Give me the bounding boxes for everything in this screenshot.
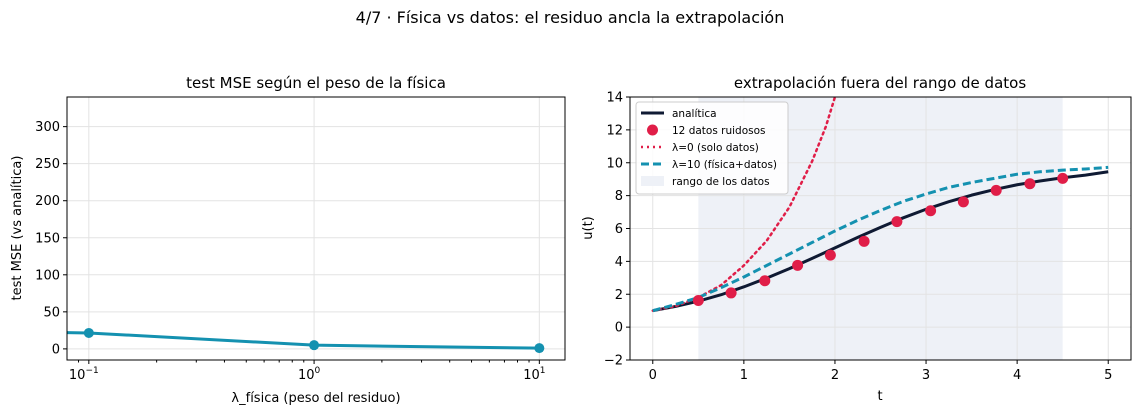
mse-point: [534, 343, 545, 354]
x-tick-label: 2: [831, 368, 839, 383]
data-point: [990, 184, 1002, 196]
data-point: [692, 294, 704, 306]
y-tick-label: 0: [615, 321, 623, 336]
data-point: [759, 275, 771, 287]
y-tick-label: 14: [606, 91, 623, 106]
y-tick-label: 300: [35, 120, 60, 135]
data-point: [1024, 178, 1036, 190]
chart-mse-ylabel: test MSE (vs analítica): [10, 156, 25, 301]
chart-mse-xlabel: λ_física (peso del residuo): [231, 391, 400, 406]
mse-point: [309, 340, 320, 351]
x-tick-label: 4: [1013, 368, 1021, 383]
x-tick-label: 5: [1104, 368, 1112, 383]
data-point: [792, 259, 804, 271]
legend: analítica 12 datos ruidosos λ=0 (solo dato…: [635, 101, 789, 195]
x-tick-exponent: 1: [540, 366, 546, 376]
legend-label: rango de los datos: [672, 176, 770, 188]
x-tick-label: 101: [523, 366, 545, 383]
y-tick-label: 8: [615, 189, 623, 204]
y-tick-label: 4: [615, 255, 623, 270]
chart-extrapolation-ylabel: u(t): [581, 216, 596, 239]
data-point: [1057, 172, 1069, 184]
x-tick-label: 3: [922, 368, 930, 383]
x-tick-label: 0: [649, 368, 657, 383]
y-tick-label: 12: [606, 123, 623, 138]
chart-mse-title: test MSE según el peso de la física: [186, 74, 446, 92]
y-tick-label: 0: [52, 342, 60, 357]
y-tick-label: 50: [43, 305, 60, 320]
y-tick-label: 6: [615, 222, 623, 237]
legend-swatch-band: [641, 176, 664, 186]
figure-suptitle: 4/7 · Física vs datos: el residuo ancla …: [356, 8, 785, 27]
data-point: [725, 287, 737, 299]
data-point: [957, 196, 969, 208]
data-point: [925, 205, 937, 217]
chart-mse-frame: [66, 96, 566, 361]
legend-swatch-point: [647, 124, 658, 136]
legend-items: analítica 12 datos ruidosos λ=0 (solo dato…: [641, 108, 777, 188]
mse-point: [83, 327, 94, 338]
x-tick-label: 1: [740, 368, 748, 383]
data-only-line: [651, 97, 837, 312]
legend-label: λ=10 (física+datos): [672, 159, 777, 171]
chart-mse-grid: [67, 97, 565, 360]
legend-label: λ=0 (solo datos): [672, 142, 759, 154]
data-point: [824, 249, 836, 261]
chart-extrapolation: extrapolación fuera del rango de datos −…: [581, 74, 1132, 404]
chart-extrapolation-title: extrapolación fuera del rango de datos: [734, 74, 1026, 92]
x-tick-exponent: −1: [85, 366, 98, 376]
x-tick-label: 10−1: [69, 366, 99, 383]
y-tick-label: 200: [35, 194, 60, 209]
chart-extrapolation-xlabel: t: [877, 389, 882, 404]
y-tick-label: 250: [35, 157, 60, 172]
y-tick-label: −2: [604, 354, 623, 369]
chart-mse-plot: [67, 327, 545, 354]
chart-mse: test MSE según el peso de la física 0 50 1…: [10, 74, 566, 406]
legend-box: [635, 101, 789, 195]
legend-label: analítica: [672, 108, 717, 120]
chart-extrapolation-plot: [651, 97, 1109, 313]
legend-label: 12 datos ruidosos: [672, 125, 766, 137]
mse-line: [67, 331, 540, 350]
data-point: [858, 235, 870, 247]
y-tick-label: 2: [615, 288, 623, 303]
data-point: [891, 216, 903, 228]
y-tick-label: 150: [35, 231, 60, 246]
y-tick-label: 10: [606, 156, 623, 171]
y-tick-label: 100: [35, 268, 60, 283]
x-tick-label: 100: [298, 366, 321, 383]
x-tick-exponent: 0: [314, 366, 320, 376]
